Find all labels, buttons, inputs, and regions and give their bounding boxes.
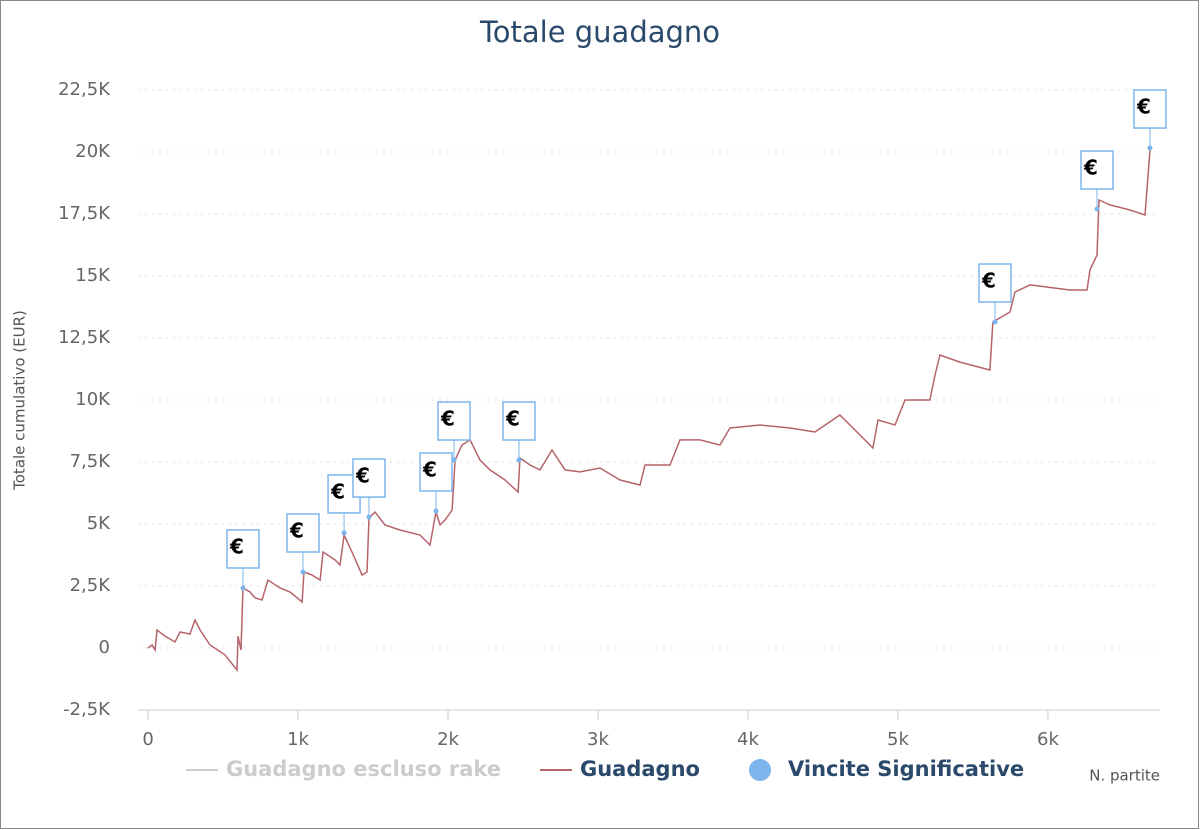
y-tick-label: 20K <box>75 141 111 162</box>
legend-label: Guadagno escluso rake <box>226 757 501 781</box>
x-axis-title: N. partite <box>1089 767 1160 785</box>
flag-label: € <box>422 457 437 481</box>
flag: € <box>352 458 386 518</box>
flag-label: € <box>355 464 370 488</box>
win-point <box>433 508 439 514</box>
win-point <box>451 457 457 463</box>
flag-label: € <box>229 534 244 558</box>
x-tick-label: 6k <box>1037 729 1059 750</box>
y-tick-label: 7,5K <box>70 451 112 472</box>
win-point <box>516 457 522 463</box>
y-tick-label: 15K <box>75 265 111 286</box>
flag-box <box>502 401 536 441</box>
flag: € <box>1080 150 1114 210</box>
x-tick-label: 2k <box>437 729 459 750</box>
y-tick-label: 0 <box>99 637 110 658</box>
x-tick-label: 4k <box>737 729 759 750</box>
y-axis-title: Totale cumulativo (EUR) <box>11 310 29 491</box>
x-tick-label: 3k <box>587 729 609 750</box>
flag-box <box>1080 150 1114 190</box>
win-point <box>366 514 372 520</box>
flag-box <box>1133 89 1167 129</box>
flag: € <box>226 529 260 588</box>
flag-box <box>286 513 320 553</box>
win-point <box>992 319 998 325</box>
x-tick-label: 0 <box>142 729 153 750</box>
flag-label: € <box>1083 156 1098 180</box>
legend-label: Guadagno <box>580 757 700 781</box>
y-tick-label: 5K <box>87 513 111 534</box>
flag-box <box>352 458 386 498</box>
flag: € <box>1133 89 1167 149</box>
flag-label: € <box>1136 95 1151 119</box>
flag-label: € <box>981 269 996 293</box>
x-tick-label: 1k <box>287 729 309 750</box>
y-tick-label: 12,5K <box>58 327 111 348</box>
flag-label: € <box>440 407 455 431</box>
win-point <box>1147 145 1153 151</box>
win-point <box>1094 206 1100 212</box>
win-point <box>341 530 347 536</box>
y-tick-label: 10K <box>75 389 111 410</box>
y-tick-label: 2,5K <box>70 575 112 596</box>
win-point <box>240 585 246 591</box>
legend-symbol <box>749 759 771 781</box>
y-tick-label: 17,5K <box>58 203 111 224</box>
x-tick-label: 5k <box>887 729 909 750</box>
flag: € <box>286 513 320 572</box>
chart-title: Totale guadagno <box>479 15 720 49</box>
flag-box <box>419 452 453 492</box>
y-tick-label: 22,5K <box>58 79 111 100</box>
flag: € <box>437 401 471 461</box>
flag-box <box>437 401 471 441</box>
flag-label: € <box>505 407 520 431</box>
flag: € <box>502 401 536 461</box>
win-point <box>300 569 306 575</box>
y-tick-label: -2,5K <box>63 699 111 720</box>
flag: € <box>419 452 453 511</box>
flag-label: € <box>330 479 345 503</box>
flag-box <box>226 529 260 569</box>
flag-box <box>978 263 1012 303</box>
flag-label: € <box>289 518 304 542</box>
legend-label: Vincite Significative <box>788 757 1024 781</box>
flag: € <box>978 263 1012 323</box>
